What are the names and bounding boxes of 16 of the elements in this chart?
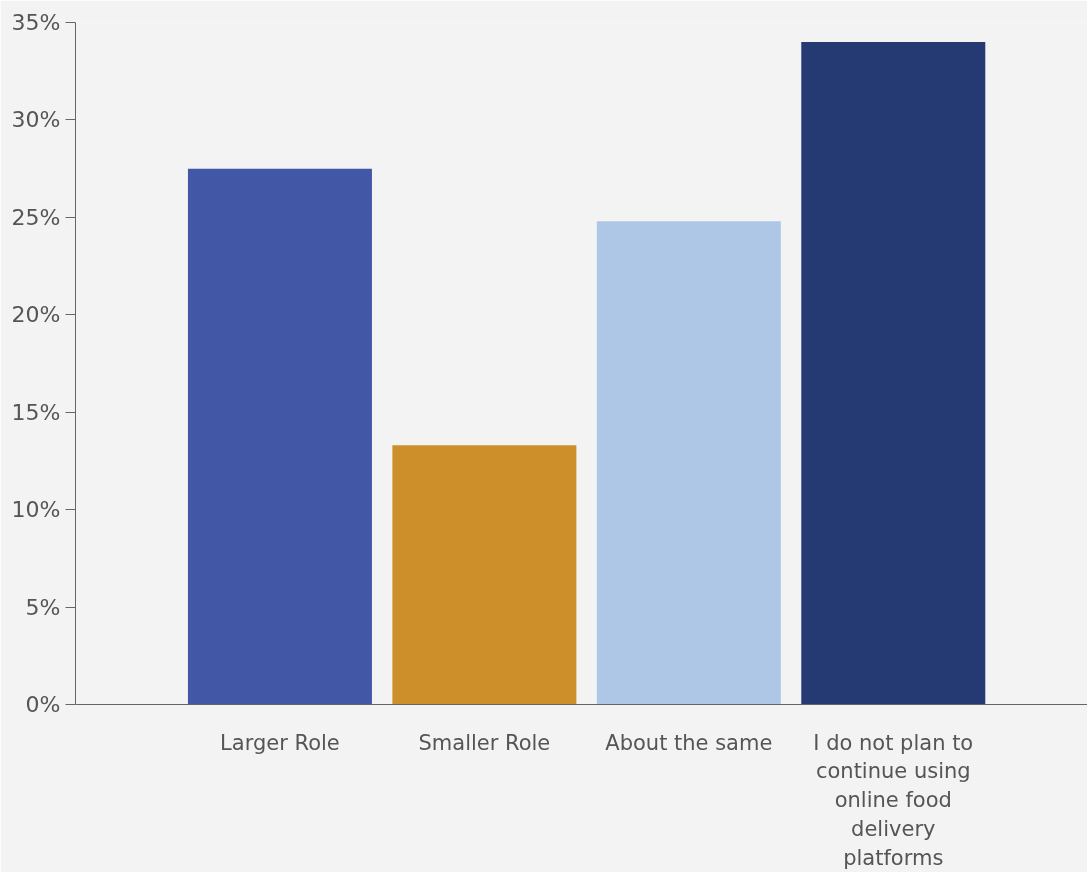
bar [187, 168, 372, 705]
x-tick-label: Larger Role [220, 730, 340, 755]
y-tick-label: 5% [25, 594, 61, 620]
x-tick-label: About the same [605, 730, 773, 755]
y-tick-label: 20% [11, 302, 61, 328]
y-tick-label: 30% [11, 107, 61, 133]
x-tick-label: Smaller Role [418, 730, 551, 755]
y-tick-label: 0% [25, 692, 61, 717]
y-tick-label: 35% [11, 10, 61, 35]
y-tick-label: 10% [11, 497, 61, 523]
y-tick-label: 25% [11, 204, 61, 230]
y-tick-label: 15% [11, 399, 61, 425]
bar [801, 41, 986, 705]
bar [596, 221, 781, 705]
x-tick-label: I do not plan to continue using online food delivery platforms [813, 730, 974, 870]
bar [392, 445, 577, 705]
